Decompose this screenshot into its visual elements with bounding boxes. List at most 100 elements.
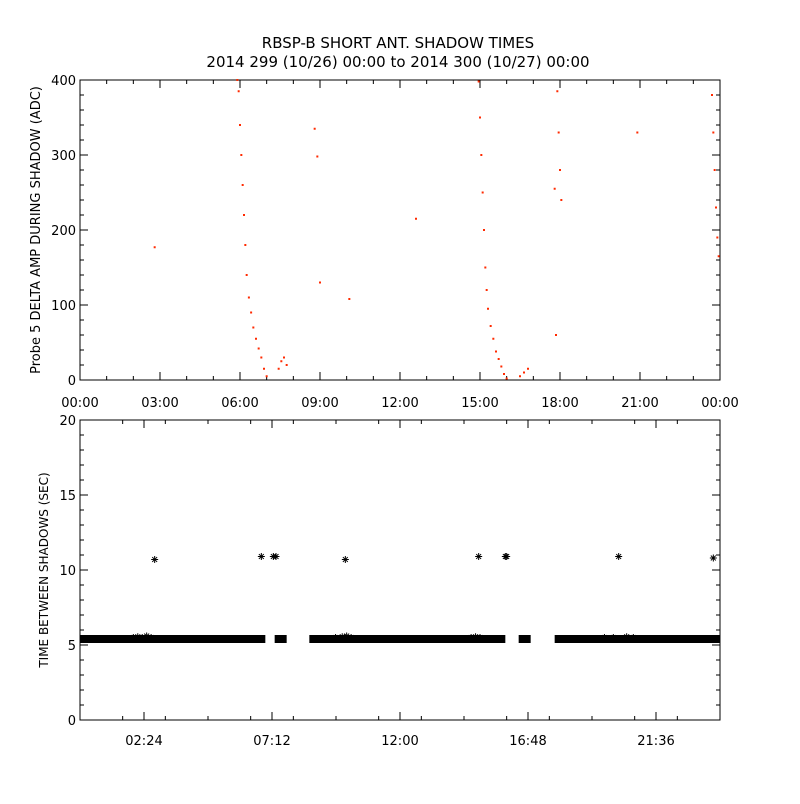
x-tick-label: 18:00	[541, 396, 578, 411]
asterisk-stroke	[258, 553, 265, 560]
asterisk-stroke	[342, 556, 349, 563]
data-point	[245, 274, 248, 276]
data-point	[495, 350, 497, 353]
asterisk-stroke	[623, 633, 630, 640]
data-point	[247, 296, 250, 299]
data-point	[489, 325, 492, 327]
data-band	[80, 635, 266, 643]
data-band	[309, 635, 506, 643]
data-point	[555, 334, 557, 336]
data-point	[147, 634, 155, 641]
data-point	[272, 553, 280, 560]
x-tick-label: 03:00	[141, 396, 178, 411]
data-point	[316, 155, 319, 158]
data-point	[313, 127, 316, 130]
data-point	[480, 154, 483, 156]
x-tick-label: 16:48	[509, 734, 546, 749]
data-point	[615, 553, 623, 560]
x-tick-label: 15:00	[461, 396, 498, 411]
asterisk-stroke	[468, 634, 474, 641]
data-point	[711, 94, 713, 96]
data-band	[554, 635, 720, 643]
y-axis-label: TIME BETWEEN SHADOWS (SEC)	[37, 472, 51, 668]
y-tick-label: 300	[51, 149, 76, 164]
data-point	[560, 199, 563, 201]
data-band	[518, 635, 531, 643]
data-point	[483, 229, 485, 231]
data-point	[472, 633, 480, 641]
top-panel: 00:00 03:00 06:00 09:00 12:00 15:00 18:00 21:00…	[29, 74, 739, 411]
x-tick-label: 09:00	[301, 396, 338, 411]
data-point	[709, 554, 717, 562]
asterisk-stroke	[610, 634, 617, 641]
asterisk-stroke	[503, 553, 510, 560]
x-tick-label: 12:00	[381, 396, 418, 411]
asterisk-stroke	[630, 634, 637, 641]
data-point	[243, 214, 245, 216]
data-point	[255, 337, 257, 340]
y-tick-label: 100	[51, 299, 76, 314]
x-tick-label: 00:00	[701, 396, 738, 411]
asterisk-stroke	[143, 633, 150, 639]
data-point	[717, 255, 720, 258]
chart-title-line1: RBSP-B SHORT ANT. SHADOW TIMES	[262, 34, 534, 52]
data-point	[500, 365, 503, 368]
data-point	[519, 375, 521, 378]
data-point	[505, 377, 508, 380]
x-tick-label: 00:00	[61, 396, 98, 411]
data-point	[481, 191, 484, 194]
data-point	[244, 244, 247, 246]
asterisk-stroke	[134, 633, 141, 640]
x-tick-label: 21:00	[621, 396, 658, 411]
data-point	[503, 553, 511, 560]
asterisk-stroke	[273, 553, 279, 560]
data-point	[487, 307, 489, 310]
data-point	[623, 633, 631, 641]
data-point	[257, 347, 260, 350]
y-tick-label: 10	[59, 564, 76, 579]
data-point	[712, 131, 715, 134]
data-point	[285, 364, 288, 366]
data-band	[274, 635, 287, 643]
asterisk-stroke	[339, 633, 346, 640]
data-point	[636, 131, 639, 134]
data-point	[338, 633, 346, 641]
asterisk-stroke	[475, 553, 482, 560]
data-point	[153, 246, 156, 249]
data-point	[319, 281, 321, 284]
y-tick-label: 0	[68, 714, 76, 729]
x-tick-label: 07:12	[253, 734, 290, 749]
data-point	[129, 634, 137, 641]
data-point	[497, 358, 500, 360]
data-point	[260, 356, 263, 359]
asterisk-stroke	[332, 634, 339, 641]
data-point	[347, 634, 355, 641]
data-point	[503, 373, 505, 375]
data-point	[527, 367, 529, 370]
data-point	[715, 206, 717, 209]
data-point	[277, 367, 280, 370]
data-point	[716, 236, 719, 239]
data-point	[236, 79, 239, 81]
data-point	[600, 634, 608, 641]
data-point	[280, 360, 283, 363]
data-point	[263, 367, 265, 370]
data-point	[713, 169, 716, 171]
data-point	[237, 90, 240, 93]
data-point	[523, 371, 525, 374]
data-point	[250, 311, 253, 314]
data-point	[257, 553, 265, 560]
data-point	[484, 266, 487, 269]
data-point	[475, 553, 483, 560]
asterisk-stroke	[130, 634, 137, 641]
asterisk-stroke	[148, 634, 154, 641]
asterisk-stroke	[348, 634, 354, 641]
data-point	[241, 184, 244, 186]
x-tick-label: 06:00	[221, 396, 258, 411]
y-tick-label: 200	[51, 224, 76, 239]
x-tick-label: 02:24	[125, 734, 162, 749]
data-point	[467, 634, 475, 641]
y-tick-label: 5	[68, 639, 76, 654]
data-point	[492, 337, 495, 340]
data-point	[341, 556, 349, 563]
